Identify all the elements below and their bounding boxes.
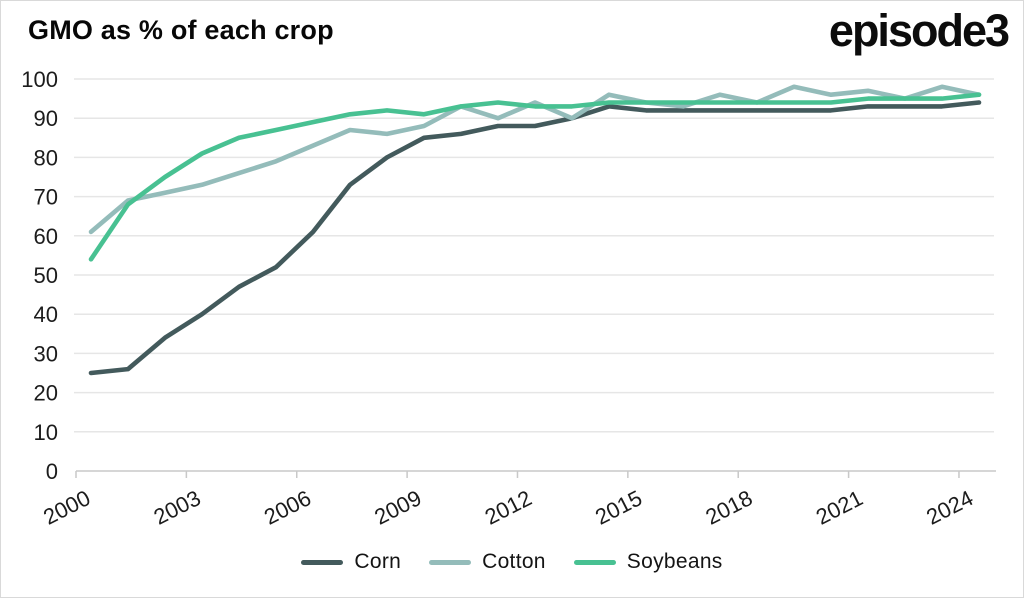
x-tick-label: 2000 (39, 485, 94, 529)
x-tick-label: 2015 (591, 485, 646, 529)
soybeans-line-swatch (573, 559, 616, 565)
corn-line-swatch (301, 559, 344, 565)
legend-label-cotton: Cotton (482, 550, 546, 573)
y-tick-label: 70 (34, 185, 58, 210)
cotton-line (88, 84, 982, 235)
y-tick-label: 90 (34, 106, 58, 131)
y-tick-label: 10 (34, 420, 58, 445)
x-tick-label: 2012 (481, 485, 536, 529)
legend-label-corn: Corn (354, 550, 402, 573)
legend-item-cotton: Cotton (429, 550, 546, 574)
y-tick-label: 20 (34, 381, 58, 406)
legend-item-soybeans: Soybeans (573, 550, 723, 574)
x-tick-label: 2024 (922, 485, 977, 529)
legend-item-corn: Corn (301, 550, 401, 574)
brand-logo: episode3 (828, 5, 1010, 56)
y-tick-label: 0 (46, 459, 58, 484)
gmo-line-chart: 0 10 20 30 40 50 60 70 80 90 100 2000 2003 2006 2009 20… (21, 67, 996, 530)
x-tick-label: 2018 (702, 485, 757, 529)
y-tick-label: 80 (34, 145, 58, 170)
corn-line (88, 100, 982, 376)
soybeans-line (88, 92, 982, 262)
legend-label-soybeans: Soybeans (626, 550, 723, 573)
cotton-line-swatch (429, 559, 472, 565)
y-tick-label: 60 (34, 224, 58, 249)
x-tick-label: 2021 (812, 485, 867, 529)
x-tick-label: 2003 (150, 485, 205, 529)
y-tick-label: 40 (34, 302, 58, 327)
y-tick-label: 100 (21, 67, 58, 92)
chart-title: GMO as % of each crop (28, 15, 334, 45)
x-tick-label: 2009 (370, 485, 425, 529)
y-tick-label: 50 (34, 263, 58, 288)
x-tick-label: 2006 (260, 485, 315, 529)
chart-legend: Corn Cotton Soybeans (1, 550, 1023, 574)
y-tick-label: 30 (34, 341, 58, 366)
